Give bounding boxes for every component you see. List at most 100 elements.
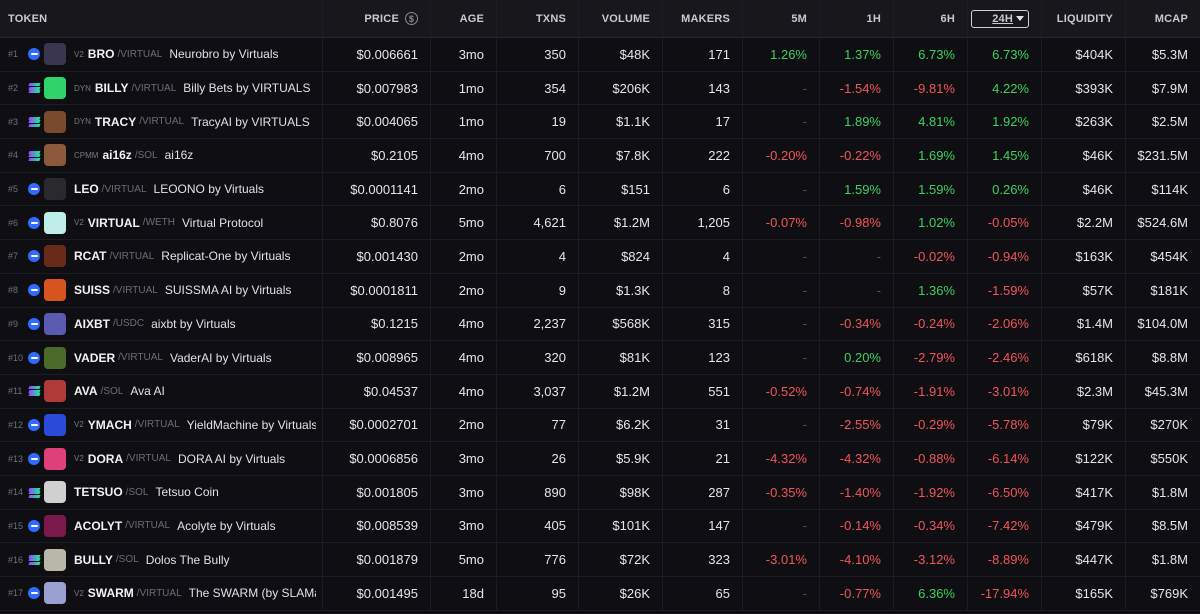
- column-header-price[interactable]: PRICE $: [323, 0, 431, 37]
- table-row[interactable]: #8 SUISS/VIRTUAL SUISSMA AI by Virtuals $0.…: [0, 273, 1200, 308]
- dex-version-badge: V2: [74, 218, 84, 228]
- change-6h-cell: 4.81%: [894, 105, 968, 139]
- column-label-volume: VOLUME: [601, 12, 650, 25]
- change-6h-cell: 6.36%: [894, 577, 968, 610]
- mcap-cell: $7.9M: [1151, 80, 1188, 96]
- column-header-volume[interactable]: VOLUME: [579, 0, 663, 37]
- token-avatar-icon: [44, 178, 66, 201]
- column-header-1h[interactable]: 1H: [820, 0, 894, 37]
- table-row[interactable]: #4 CPMM ai16z/SOL ai16z $0.2105 4mo 700 $7.8K 22…: [0, 139, 1200, 173]
- liquidity-cell: $393K: [1042, 71, 1126, 105]
- table-row[interactable]: #1 V2 BRO/VIRTUAL Neurobro by Virtuals $0.00…: [0, 38, 1200, 72]
- volume-cell: $1.3K: [579, 273, 663, 307]
- change-6h-cell: -2.79%: [894, 341, 968, 374]
- token-cell[interactable]: #10 VADER/VIRTUAL VaderAI by Virtuals: [0, 341, 323, 374]
- table-row[interactable]: #13 V2 DORA/VIRTUAL DORA AI by Virtuals $0.0…: [0, 442, 1200, 476]
- table-row[interactable]: #14 TETSUO/SOL Tetsuo Coin $0.001805 3mo 890 $…: [0, 475, 1200, 510]
- table-row[interactable]: #10 VADER/VIRTUAL VaderAI by Virtuals $0.00…: [0, 341, 1200, 375]
- rank-label: #8: [8, 285, 19, 296]
- token-cell[interactable]: #9 AIXBT/USDC aixbt by Virtuals: [0, 307, 323, 341]
- table-row[interactable]: #9 AIXBT/USDC aixbt by Virtuals $0.1215 4mo 2…: [0, 307, 1200, 342]
- token-cell[interactable]: #14 TETSUO/SOL Tetsuo Coin: [0, 475, 323, 509]
- volume-cell: $206K: [579, 71, 663, 105]
- token-cell[interactable]: #11 AVA/SOL Ava AI: [0, 374, 323, 408]
- token-name: DORA AI by Virtuals: [177, 451, 286, 466]
- column-header-5m[interactable]: 5M: [743, 0, 820, 37]
- token-cell[interactable]: #5 LEO/VIRTUAL LEOONO by Virtuals: [0, 172, 323, 206]
- token-symbol: YMACH: [87, 417, 132, 432]
- column-header-liquidity[interactable]: LIQUIDITY: [1042, 0, 1126, 37]
- token-cell[interactable]: #3 DYN TRACY/VIRTUAL TracyAI by VIRTUALS: [0, 105, 323, 139]
- mcap-cell: $8.8M: [1151, 350, 1188, 366]
- token-cell[interactable]: #6 V2 VIRTUAL/WETH Virtual Protocol: [0, 206, 323, 240]
- column-header-24h[interactable]: 24H: [968, 0, 1042, 37]
- dex-version-badge: V2: [74, 454, 84, 464]
- rank-label: #16: [8, 554, 24, 565]
- table-row[interactable]: #5 LEO/VIRTUAL LEOONO by Virtuals $0.000114…: [0, 172, 1200, 207]
- token-cell[interactable]: #2 DYN BILLY/VIRTUAL Billy Bets by VIRTUALS: [0, 71, 323, 105]
- column-header-makers[interactable]: MAKERS: [663, 0, 743, 37]
- change-1h-cell: -4.10%: [820, 543, 894, 576]
- change-24h-cell: -7.42%: [968, 509, 1042, 543]
- token-symbol: ai16z: [102, 148, 132, 163]
- mcap-cell: $8.5M: [1151, 518, 1188, 534]
- mcap-cell: $5.3M: [1151, 46, 1188, 62]
- change-24h-cell: -8.89%: [968, 543, 1042, 576]
- dollar-currency-icon[interactable]: $: [405, 12, 418, 25]
- token-avatar-icon: [44, 245, 66, 268]
- table-row[interactable]: #7 RCAT/VIRTUAL Replicat-One by Virtuals $0…: [0, 240, 1200, 274]
- liquidity-cell: $2.3M: [1042, 374, 1126, 408]
- token-cell[interactable]: #8 SUISS/VIRTUAL SUISSMA AI by Virtuals: [0, 273, 323, 307]
- token-cell[interactable]: #1 V2 BRO/VIRTUAL Neurobro by Virtuals: [0, 38, 323, 71]
- token-cell[interactable]: #15 ACOLYT/VIRTUAL Acolyte by Virtuals: [0, 509, 323, 543]
- token-cell[interactable]: #7 RCAT/VIRTUAL Replicat-One by Virtuals: [0, 240, 323, 273]
- column-header-age[interactable]: AGE: [431, 0, 497, 37]
- token-cell[interactable]: #16 BULLY/SOL Dolos The Bully: [0, 543, 323, 576]
- token-symbol: BULLY: [74, 552, 113, 567]
- txns-cell: 95: [497, 577, 579, 610]
- makers-cell: 143: [663, 71, 743, 105]
- mcap-cell: $769K: [1150, 585, 1188, 601]
- solana-chain-icon: [28, 385, 40, 397]
- txns-cell: 6: [497, 172, 579, 206]
- rank-label: #13: [8, 453, 24, 464]
- liquidity-cell: $46K: [1042, 139, 1126, 172]
- table-row[interactable]: #11 AVA/SOL Ava AI $0.04537 4mo 3,037 $1.2M 551…: [0, 374, 1200, 409]
- table-row[interactable]: #15 ACOLYT/VIRTUAL Acolyte by Virtuals $0.0…: [0, 509, 1200, 544]
- liquidity-cell: $2.2M: [1042, 206, 1126, 240]
- volume-cell: $72K: [579, 543, 663, 576]
- txns-cell: 19: [497, 105, 579, 139]
- table-row[interactable]: #12 V2 YMACH/VIRTUAL YieldMachine by Virtua…: [0, 408, 1200, 443]
- token-avatar-icon: [44, 77, 66, 100]
- token-symbol: ACOLYT: [74, 518, 123, 533]
- dex-version-badge: DYN: [74, 83, 91, 93]
- column-header-mcap[interactable]: MCAP: [1126, 0, 1200, 37]
- table-row[interactable]: #3 DYN TRACY/VIRTUAL TracyAI by VIRTUALS $0.…: [0, 105, 1200, 140]
- column-header-6h[interactable]: 6H: [894, 0, 968, 37]
- token-cell[interactable]: #13 V2 DORA/VIRTUAL DORA AI by Virtuals: [0, 442, 323, 475]
- solana-chain-icon: [28, 149, 40, 161]
- volume-cell: $824: [579, 240, 663, 273]
- mcap-cell: $524.6M: [1137, 215, 1188, 231]
- txns-cell: 4,621: [497, 206, 579, 240]
- base-chain-icon: [28, 519, 40, 532]
- change-6h-cell: 1.69%: [894, 139, 968, 172]
- table-row[interactable]: #16 BULLY/SOL Dolos The Bully $0.001879 5mo 7…: [0, 543, 1200, 577]
- token-cell[interactable]: #12 V2 YMACH/VIRTUAL YieldMachine by Virtua…: [0, 408, 323, 442]
- sort-24h-button[interactable]: 24H: [971, 9, 1029, 28]
- token-cell[interactable]: #4 CPMM ai16z/SOL ai16z: [0, 139, 323, 172]
- column-header-txns[interactable]: TXNS: [497, 0, 579, 37]
- table-row[interactable]: #2 DYN BILLY/VIRTUAL Billy Bets by VIRTUALS…: [0, 71, 1200, 106]
- token-avatar-icon: [44, 514, 66, 537]
- liquidity-cell: $57K: [1042, 273, 1126, 307]
- liquidity-cell: $122K: [1042, 442, 1126, 475]
- solana-chain-icon: [28, 486, 40, 498]
- table-row[interactable]: #6 V2 VIRTUAL/WETH Virtual Protocol $0.8076 5…: [0, 206, 1200, 241]
- makers-cell: 31: [663, 408, 743, 442]
- token-avatar-icon: [44, 582, 66, 605]
- column-header-token[interactable]: TOKEN: [0, 0, 323, 37]
- liquidity-cell: $263K: [1042, 105, 1126, 139]
- change-5m-cell: 1.26%: [743, 38, 820, 71]
